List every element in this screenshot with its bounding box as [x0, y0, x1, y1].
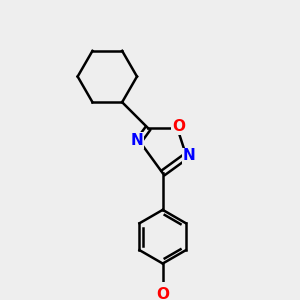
Text: N: N — [183, 148, 196, 164]
Text: N: N — [130, 133, 143, 148]
Text: O: O — [156, 287, 169, 300]
Text: O: O — [172, 119, 185, 134]
